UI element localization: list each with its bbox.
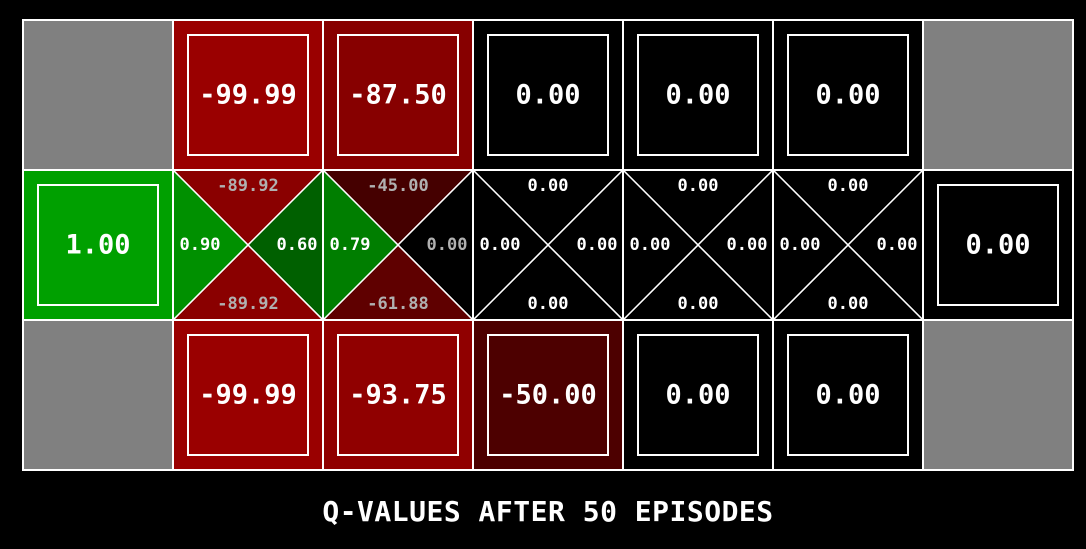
state-cell-r2c3 xyxy=(472,319,624,471)
value-box-r0c2 xyxy=(337,34,459,156)
state-cell-r0c1 xyxy=(172,19,324,171)
wall-cell-r2c6 xyxy=(922,319,1074,471)
state-cell-r2c5 xyxy=(772,319,924,471)
value-box-r2c2 xyxy=(337,334,459,456)
state-cell-r0c3 xyxy=(472,19,624,171)
value-box-r2c1 xyxy=(187,334,309,456)
q-north-label-r1c5: 0.00 xyxy=(828,176,869,196)
q-south-label-r1c2: -61.88 xyxy=(367,294,428,314)
wall-cell-r2c0 xyxy=(22,319,174,471)
value-box-r2c5 xyxy=(787,334,909,456)
q-south-label-r1c3: 0.00 xyxy=(528,294,569,314)
value-box-r0c1 xyxy=(187,34,309,156)
value-box-r2c4 xyxy=(637,334,759,456)
caption: Q-VALUES AFTER 50 EPISODES xyxy=(322,495,774,528)
value-label-r0c2: -87.50 xyxy=(349,80,447,111)
state-cell-r2c4 xyxy=(622,319,774,471)
state-cell-r2c2 xyxy=(322,319,474,471)
state-cell-r0c4 xyxy=(622,19,774,171)
state-cell-r1c6 xyxy=(922,169,1074,321)
q-east-label-r1c4: 0.00 xyxy=(727,235,768,255)
value-label-r0c1: -99.99 xyxy=(199,80,297,111)
state-cell-r0c2 xyxy=(322,19,474,171)
q-north-label-r1c3: 0.00 xyxy=(528,176,569,196)
value-label-r2c3: -50.00 xyxy=(499,380,597,411)
q-south-label-r1c5: 0.00 xyxy=(828,294,869,314)
value-label-r0c5: 0.00 xyxy=(815,80,880,111)
state-cell-r1c0 xyxy=(22,169,174,321)
value-box-r0c3 xyxy=(487,34,609,156)
q-east-label-r1c2: 0.00 xyxy=(427,235,468,255)
value-label-r2c1: -99.99 xyxy=(199,380,297,411)
wall-cell-r0c0 xyxy=(22,19,174,171)
value-label-r2c4: 0.00 xyxy=(665,380,730,411)
value-box-r0c5 xyxy=(787,34,909,156)
q-west-label-r1c3: 0.00 xyxy=(480,235,521,255)
value-label-r2c5: 0.00 xyxy=(815,380,880,411)
value-label-r2c2: -93.75 xyxy=(349,380,447,411)
q-east-label-r1c5: 0.00 xyxy=(877,235,918,255)
value-label-r0c4: 0.00 xyxy=(665,80,730,111)
value-label-r1c0: 1.00 xyxy=(65,230,130,261)
q-east-label-r1c1: 0.60 xyxy=(277,235,318,255)
value-box-r1c0 xyxy=(37,184,159,306)
q-north-label-r1c4: 0.00 xyxy=(678,176,719,196)
value-box-r1c6 xyxy=(937,184,1059,306)
value-box-r2c3 xyxy=(487,334,609,456)
value-label-r1c6: 0.00 xyxy=(965,230,1030,261)
value-label-r0c3: 0.00 xyxy=(515,80,580,111)
q-west-label-r1c2: 0.79 xyxy=(330,235,371,255)
q-north-label-r1c2: -45.00 xyxy=(367,176,428,196)
q-west-label-r1c5: 0.00 xyxy=(780,235,821,255)
q-west-label-r1c1: 0.90 xyxy=(180,235,221,255)
q-west-label-r1c4: 0.00 xyxy=(630,235,671,255)
state-cell-r0c5 xyxy=(772,19,924,171)
value-box-r0c4 xyxy=(637,34,759,156)
q-north-label-r1c1: -89.92 xyxy=(217,176,278,196)
wall-cell-r0c6 xyxy=(922,19,1074,171)
q-south-label-r1c1: -89.92 xyxy=(217,294,278,314)
q-south-label-r1c4: 0.00 xyxy=(678,294,719,314)
q-east-label-r1c3: 0.00 xyxy=(577,235,618,255)
state-cell-r2c1 xyxy=(172,319,324,471)
